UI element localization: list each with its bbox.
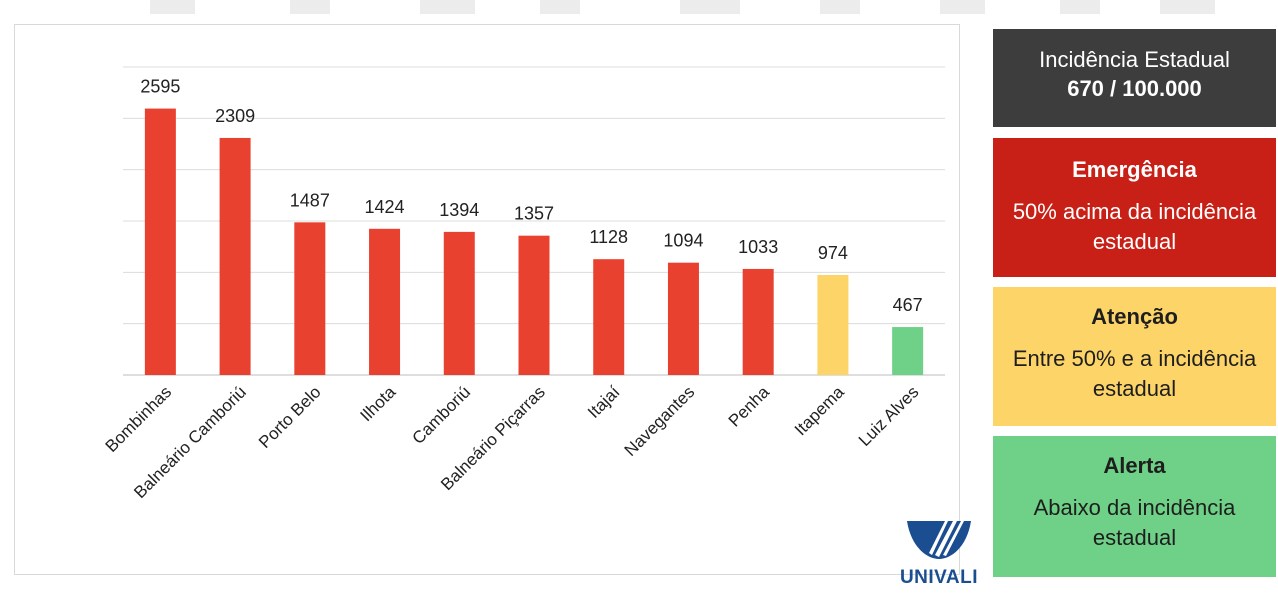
value-label: 2309 bbox=[215, 106, 255, 126]
category-label: Camboriú bbox=[409, 382, 475, 448]
value-labels: 2595 2309 1487 1424 1394 1357 1128 1094 1033 974 4… bbox=[140, 77, 922, 315]
logo-text: UNIVALI bbox=[899, 567, 979, 588]
state-incidence-value: 670 / 100.000 bbox=[1067, 76, 1202, 101]
bar bbox=[443, 231, 475, 375]
value-label: 1357 bbox=[514, 204, 554, 224]
category-label: Navegantes bbox=[621, 382, 699, 460]
state-incidence-box: Incidência Estadual 670 / 100.000 bbox=[993, 29, 1276, 127]
alert-legend-box: Alerta Abaixo da incidência estadual bbox=[993, 436, 1276, 577]
univali-logo-icon bbox=[907, 521, 971, 559]
value-label: 974 bbox=[818, 243, 848, 263]
category-label: Penha bbox=[725, 382, 774, 431]
value-label: 1394 bbox=[439, 200, 479, 220]
emergency-title: Emergência bbox=[1072, 157, 1197, 182]
value-label: 1094 bbox=[663, 231, 703, 251]
state-incidence-label: Incidência Estadual bbox=[1039, 47, 1230, 72]
bar-chart: 2595 2309 1487 1424 1394 1357 1128 1094 1033 974 4… bbox=[102, 66, 945, 502]
bar bbox=[667, 262, 699, 375]
bar bbox=[817, 275, 849, 375]
chart-panel: 2595 2309 1487 1424 1394 1357 1128 1094 1033 974 4… bbox=[14, 24, 978, 588]
category-label: Porto Belo bbox=[255, 382, 325, 452]
attention-legend-box: Atenção Entre 50% e a incidência estadua… bbox=[993, 287, 1276, 426]
emergency-description: 50% acima da incidência estadual bbox=[1012, 199, 1257, 254]
category-label: Luiz Alves bbox=[855, 382, 923, 450]
bar bbox=[518, 235, 550, 375]
bar bbox=[892, 327, 924, 375]
bar bbox=[294, 222, 326, 375]
value-label: 467 bbox=[893, 295, 923, 315]
univali-logo: UNIVALI bbox=[889, 519, 989, 593]
value-label: 1128 bbox=[589, 227, 628, 247]
bar bbox=[593, 259, 625, 375]
alert-title: Alerta bbox=[1103, 453, 1166, 478]
attention-description: Entre 50% e a incidência estadual bbox=[1012, 346, 1257, 401]
attention-title: Atenção bbox=[1091, 304, 1178, 329]
value-label: 1487 bbox=[290, 190, 330, 210]
bar bbox=[144, 108, 176, 375]
top-decorative-strip bbox=[0, 0, 1278, 16]
emergency-legend-box: Emergência 50% acima da incidência estad… bbox=[993, 138, 1276, 277]
bar bbox=[219, 137, 251, 375]
category-label: Itajaí bbox=[584, 382, 624, 422]
bar bbox=[742, 268, 774, 375]
value-label: 2595 bbox=[140, 77, 180, 97]
category-label: Bombinhas bbox=[102, 382, 176, 456]
value-label: 1424 bbox=[365, 197, 405, 217]
category-label: Itapema bbox=[791, 382, 848, 439]
alert-description: Abaixo da incidência estadual bbox=[1033, 495, 1236, 550]
category-label: Ilhota bbox=[357, 382, 400, 425]
bar bbox=[369, 228, 401, 375]
bars bbox=[144, 108, 924, 375]
value-label: 1033 bbox=[738, 237, 778, 257]
